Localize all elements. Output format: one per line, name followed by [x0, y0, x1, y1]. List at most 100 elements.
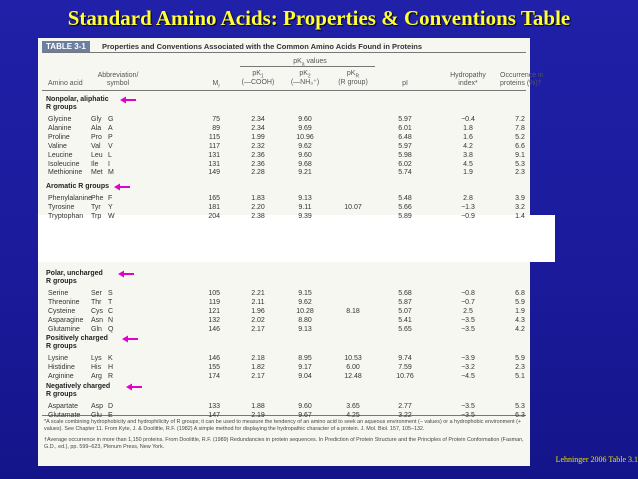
symbol: W [108, 212, 115, 220]
column-header: Amino acid [48, 80, 83, 87]
cell-occurrence: 6.3 [515, 411, 525, 419]
abbreviation: Asp [91, 403, 104, 410]
cell-pkr: 6.00 [346, 363, 360, 371]
abbreviation: Ala [91, 124, 102, 132]
cell-pi: 5.66 [398, 203, 412, 211]
symbol: E [108, 411, 113, 419]
cell-pk2: 8.95 [298, 355, 312, 362]
pointer-arrow [122, 335, 138, 343]
amino-acid-name: Glutamine [48, 325, 80, 333]
cell-pk2: 9.60 [298, 403, 312, 410]
cell-occurrence: 9.1 [515, 151, 525, 159]
cell-hydropathy: −3.5 [461, 325, 475, 333]
cell-pk1: 2.17 [251, 372, 265, 380]
cell-occurrence: 5.3 [515, 160, 525, 168]
cell-pk1: 2.36 [251, 160, 265, 168]
cell-pi: 7.59 [398, 363, 412, 371]
amino-acid-name: Tryptophan [48, 212, 84, 220]
cell-mr: 132 [208, 316, 220, 324]
pointer-arrow [114, 183, 130, 191]
cell-hydropathy: 2.5 [463, 307, 473, 315]
abbreviation: Phe [91, 195, 104, 202]
abbreviation: Glu [91, 411, 102, 419]
cell-pk1: 1.82 [251, 363, 265, 371]
cell-occurrence: 2.3 [515, 363, 525, 371]
abbreviation: Lys [91, 355, 102, 362]
abbreviation: His [91, 363, 102, 371]
cell-pi: 6.01 [398, 124, 412, 132]
cell-pi: 5.07 [398, 307, 412, 315]
pointer-arrow [118, 270, 134, 278]
header-sub: 1 [260, 73, 264, 80]
cell-pk1: 2.34 [251, 124, 265, 132]
cell-hydropathy: −0.8 [461, 290, 475, 297]
group-label: Nonpolar, aliphatic [46, 96, 109, 103]
group-label: R groups [46, 278, 77, 285]
cell-pk2: 9.11 [298, 203, 312, 211]
cell-occurrence: 4.2 [515, 325, 525, 333]
cell-mr: 204 [208, 212, 220, 220]
symbol: I [108, 160, 110, 168]
group-label: R groups [46, 391, 77, 398]
cell-occurrence: 3.2 [515, 203, 525, 211]
pka-rest: values [304, 58, 327, 65]
column-header: (—NH₃⁺) [290, 79, 320, 86]
cell-pi: 5.97 [398, 142, 412, 150]
cell-pi: 5.41 [398, 316, 412, 324]
column-header: pKR [333, 70, 373, 80]
cell-pk1: 2.19 [251, 411, 265, 419]
amino-acid-name: Arginine [48, 372, 74, 380]
pka-span-rule [240, 66, 375, 67]
amino-acid-name: Phenylalanine [48, 195, 92, 202]
abbreviation: Gln [91, 325, 102, 333]
cell-mr: 133 [208, 403, 220, 410]
group-label: R groups [46, 104, 77, 111]
cell-occurrence: 6.8 [515, 290, 525, 297]
column-header: index* [458, 80, 478, 87]
cell-hydropathy: −3.5 [461, 403, 475, 410]
column-header: Abbreviation/ [97, 72, 139, 79]
cell-mr: 121 [208, 307, 220, 315]
symbol: T [108, 298, 113, 306]
rule [42, 52, 526, 53]
cell-hydropathy: −3.5 [461, 316, 475, 324]
header-text: M [212, 80, 219, 87]
cell-hydropathy: 1.9 [463, 169, 473, 177]
column-header: (—COOH) [241, 79, 275, 86]
header-sub: R [355, 73, 360, 80]
group-label: Negatively charged [46, 383, 111, 390]
cell-occurrence: 1.9 [515, 307, 525, 315]
cell-hydropathy: −1.3 [461, 203, 475, 211]
abbreviation: Pro [91, 133, 102, 141]
cell-pk2: 9.60 [298, 116, 312, 123]
cell-mr: 149 [208, 169, 220, 177]
cell-pi: 5.97 [398, 116, 412, 123]
cell-pkr: 10.07 [344, 203, 362, 211]
header-sub: r [218, 83, 220, 90]
cell-pk1: 2.32 [251, 142, 265, 150]
cell-pk1: 2.36 [251, 151, 265, 159]
cell-hydropathy: 1.8 [463, 124, 473, 132]
amino-acid-name: Histidine [48, 363, 75, 371]
cell-pk2: 10.28 [296, 307, 314, 315]
cell-occurrence: 5.9 [515, 298, 525, 306]
symbol: H [108, 363, 114, 371]
cell-pk2: 8.80 [298, 316, 312, 324]
cell-pk2: 9.60 [298, 151, 312, 159]
cell-mr: 165 [208, 195, 220, 202]
cell-mr: 105 [208, 290, 220, 297]
cell-occurrence: 5.3 [515, 403, 525, 410]
blank-band [38, 215, 530, 262]
column-header: pK2 [287, 70, 323, 80]
cell-mr: 155 [208, 363, 220, 371]
cell-mr: 131 [208, 160, 220, 168]
cell-mr: 115 [208, 133, 220, 141]
amino-acid-name: Isoleucine [48, 160, 80, 168]
cell-pk2: 9.21 [298, 169, 312, 177]
abbreviation: Gly [91, 116, 102, 123]
symbol: P [108, 133, 113, 141]
cell-pkr: 3.65 [346, 403, 360, 410]
cell-pk1: 1.99 [251, 133, 265, 141]
pka-sub: a [301, 61, 305, 68]
